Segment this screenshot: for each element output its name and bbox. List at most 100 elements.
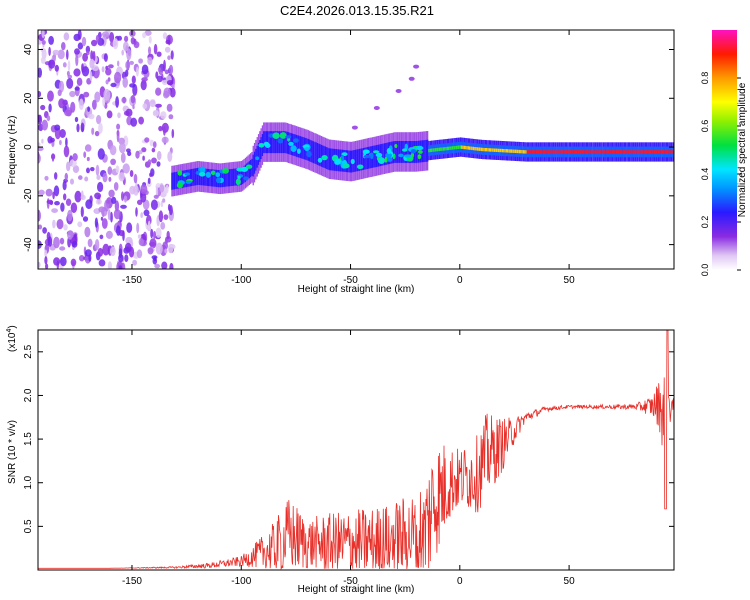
noise-blob [38, 91, 42, 98]
ridge-band [233, 168, 235, 186]
ridge-core [663, 150, 665, 154]
harmonic-blob [395, 89, 402, 93]
ridge-band [408, 141, 410, 163]
noise-blob [95, 34, 100, 43]
ridge-core [575, 150, 577, 154]
noise-blob [142, 103, 148, 109]
ridge-core [513, 149, 515, 153]
colorbar-gradient [712, 30, 737, 270]
noise-blob [51, 208, 58, 214]
noise-blob [153, 231, 156, 239]
ridge-core [450, 146, 452, 150]
ridge-band [365, 147, 367, 170]
noise-blob [160, 200, 164, 208]
noise-blob [59, 246, 66, 251]
noise-blob [147, 56, 153, 66]
ridge-band [185, 170, 187, 188]
ridge-core [665, 150, 667, 154]
ridge-band [269, 131, 271, 154]
ridge-blob [350, 158, 355, 165]
noise-blob [160, 111, 167, 119]
noise-blob [74, 190, 82, 203]
noise-blob [111, 196, 117, 204]
ridge-core [431, 148, 433, 152]
noise-blob [166, 230, 170, 240]
noise-blob [147, 177, 151, 184]
ridge-core [438, 147, 441, 152]
noise-blob [168, 64, 174, 75]
ridge-core [622, 150, 624, 154]
ridge-core [511, 149, 513, 153]
noise-blob [57, 89, 62, 97]
noise-blob [73, 68, 81, 77]
noise-blob [109, 32, 115, 43]
ridge-blob [385, 152, 392, 158]
ridge-core [434, 148, 437, 152]
noise-blob [138, 58, 144, 64]
ridge-core [469, 146, 471, 150]
noise-blob [156, 51, 162, 57]
ridge-blob [386, 148, 391, 154]
noise-blob [53, 236, 60, 249]
ridge-core [520, 149, 522, 154]
ridge-blob [215, 172, 221, 178]
ridge-core [657, 150, 660, 154]
noise-blob [132, 104, 135, 110]
ridge-band [234, 168, 236, 186]
ridge-core [466, 146, 468, 150]
noise-blob [155, 71, 159, 79]
ridge-core [458, 145, 460, 149]
noise-blob [123, 41, 129, 52]
ridge-band [215, 169, 218, 187]
noise-blob [129, 83, 136, 88]
ridge-core [508, 149, 510, 153]
ridge-band [416, 140, 418, 163]
ridge-blob [237, 175, 241, 179]
noise-blob [82, 52, 88, 62]
noise-blob [122, 163, 130, 174]
noise-blob [63, 32, 70, 41]
noise-blob [45, 188, 53, 197]
ridge-band [179, 171, 181, 189]
spectrogram-axes: -150 -100 -50 0 50 -40 -20 0 20 40 [23, 30, 674, 286]
noise-blob [153, 194, 159, 199]
y-tick-label: 0 [23, 144, 34, 150]
x-tick-label: -100 [231, 576, 251, 587]
noise-blob [167, 55, 171, 60]
noise-blob [110, 211, 113, 223]
noise-blob [98, 259, 106, 267]
noise-blob [38, 114, 43, 125]
noise-blob [46, 115, 51, 122]
ridge-core [585, 150, 587, 154]
ridge-blob [222, 168, 230, 174]
ridge-core [492, 148, 494, 152]
noise-blob [64, 172, 69, 181]
ridge-core [580, 150, 582, 154]
ridge-band [406, 141, 408, 163]
y-tick-label: 2.0 [23, 388, 34, 402]
ridge-core [629, 150, 631, 154]
ridge-core [631, 150, 633, 154]
ridge-core [596, 150, 598, 154]
noise-blob [79, 255, 85, 262]
ridge-band [399, 141, 401, 163]
ridge-band [285, 131, 287, 154]
noise-blob [48, 46, 51, 57]
noise-blob [127, 151, 132, 157]
noise-blob [95, 199, 102, 205]
ridge-blob [394, 144, 398, 148]
ridge-core [577, 150, 580, 154]
ridge-core [604, 150, 606, 154]
ridge-core [453, 146, 455, 150]
ridge-core [635, 150, 637, 154]
noise-blob [120, 152, 126, 164]
ridge-core [472, 146, 475, 151]
ridge-core [618, 150, 620, 154]
ridge-band [374, 145, 376, 168]
ridge-blob [288, 141, 294, 146]
ridge-core [444, 147, 446, 151]
ridge-core [664, 150, 666, 154]
noise-blob [106, 199, 111, 204]
noise-blob [52, 219, 56, 229]
